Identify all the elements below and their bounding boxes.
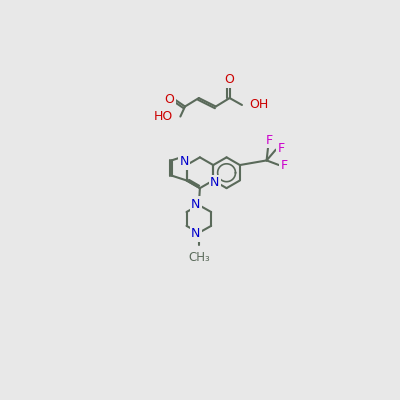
Text: O: O [165,93,174,106]
Text: CH₃: CH₃ [188,250,210,264]
Text: F: F [265,134,272,147]
Text: N: N [210,176,220,189]
Text: F: F [281,159,288,172]
Text: N: N [191,198,200,211]
Text: N: N [191,227,200,240]
Text: F: F [278,142,285,155]
Text: OH: OH [250,98,269,112]
Text: O: O [225,73,234,86]
Text: HO: HO [154,110,173,123]
Text: N: N [180,156,189,168]
